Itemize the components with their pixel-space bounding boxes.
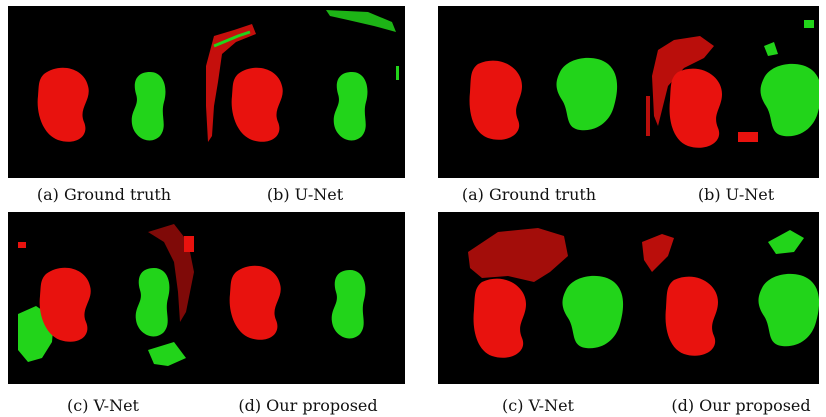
caption-d-left: (d) Our proposed: [238, 396, 377, 416]
kidney-red-proposed: [230, 266, 281, 340]
kidney-green-proposed-right: [759, 274, 820, 346]
caption-a-right: (a) Ground truth: [462, 185, 596, 205]
kidney-red-proposed-right: [666, 277, 718, 356]
kidney-green-proposed: [332, 270, 366, 338]
panel-bottom-left: [8, 212, 405, 384]
caption-c-right: (c) V-Net: [502, 396, 574, 416]
caption-b-left: (b) U-Net: [267, 185, 343, 205]
kidney-red-left: [38, 68, 89, 142]
kidney-red-unet: [232, 68, 283, 142]
kidney-green-left: [132, 72, 166, 140]
panel-top-left: [8, 6, 405, 178]
panel-bottom-right: [438, 212, 819, 384]
kidney-green-gt-right: [557, 58, 618, 130]
caption-d-right: (d) Our proposed: [671, 396, 810, 416]
kidney-green-vnet-right: [563, 276, 624, 348]
unet-noise: [206, 10, 399, 142]
kidney-green-unet-right: [761, 64, 820, 136]
vnet-noise-right: [468, 228, 804, 282]
kidney-red-vnet-right: [474, 279, 526, 358]
kidney-green-vnet: [136, 268, 170, 336]
kidney-green-unet: [334, 72, 368, 140]
caption-a-left: (a) Ground truth: [37, 185, 171, 205]
kidney-red-unet-right: [670, 69, 722, 148]
kidney-red-gt-right: [470, 61, 522, 140]
panel-top-right: [438, 6, 819, 178]
caption-b-right: (b) U-Net: [698, 185, 774, 205]
caption-c-left: (c) V-Net: [67, 396, 139, 416]
